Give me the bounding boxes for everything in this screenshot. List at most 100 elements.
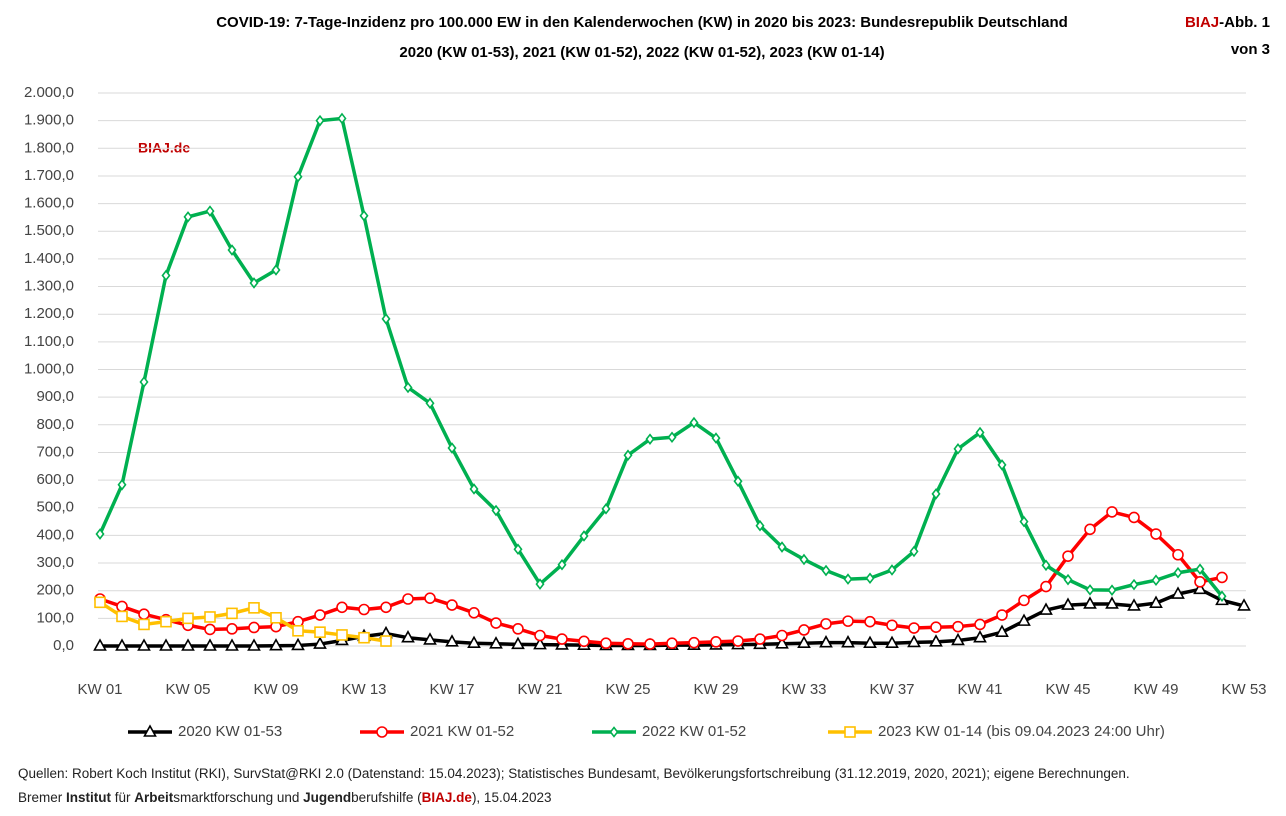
marker: [1106, 506, 1118, 518]
marker: [249, 277, 259, 289]
marker: [622, 637, 634, 650]
series: [94, 506, 1228, 650]
y-tick-label: 1.300,0: [24, 278, 74, 295]
marker: [623, 449, 633, 462]
marker: [777, 541, 787, 553]
marker: [226, 607, 238, 620]
marker: [143, 724, 157, 737]
marker: [579, 530, 589, 542]
marker: [423, 632, 437, 645]
marker: [381, 313, 391, 325]
marker: [161, 269, 171, 282]
marker: [314, 609, 326, 621]
footer-institute: Bremer Institut für Arbeitsmarktforschun…: [18, 790, 552, 805]
marker: [358, 631, 370, 644]
marker: [227, 244, 237, 256]
marker: [533, 636, 547, 650]
footer-part: für: [111, 790, 135, 805]
marker: [1151, 574, 1161, 586]
marker: [425, 397, 435, 410]
marker: [907, 634, 921, 648]
chart-title: COVID-19: 7-Tage-Inzidenz pro 100.000 EW…: [216, 14, 1068, 31]
footer-part: Institut: [66, 790, 112, 805]
marker: [247, 638, 261, 651]
marker: [1062, 550, 1074, 562]
marker: [974, 618, 986, 631]
marker: [1173, 566, 1183, 579]
footer-part: Jugend: [303, 790, 352, 805]
marker: [248, 602, 260, 614]
y-tick-label: 1.800,0: [24, 139, 74, 156]
marker: [139, 376, 149, 388]
marker: [226, 623, 238, 635]
figure-label-count: von 3: [1231, 41, 1270, 58]
marker: [468, 607, 480, 619]
marker: [402, 593, 414, 605]
marker: [183, 211, 193, 223]
marker: [886, 619, 898, 632]
marker: [182, 612, 194, 625]
y-tick-label: 900,0: [36, 388, 74, 405]
marker: [491, 504, 501, 517]
marker: [754, 633, 766, 645]
marker: [293, 170, 303, 183]
marker: [490, 617, 502, 629]
x-tick-label: KW 45: [1045, 681, 1090, 698]
x-tick-label: KW 29: [693, 681, 738, 698]
marker: [995, 624, 1009, 637]
marker: [909, 545, 919, 558]
marker: [159, 638, 173, 651]
marker: [755, 519, 765, 532]
watermark: BIAJ.de: [138, 140, 190, 156]
marker: [358, 603, 370, 616]
marker: [447, 442, 457, 454]
marker: [1195, 563, 1205, 575]
x-tick-label: KW 13: [341, 681, 386, 698]
marker: [711, 432, 721, 444]
figure-label-number: -Abb. 1: [1219, 14, 1270, 31]
marker: [469, 483, 479, 495]
y-tick-label: 400,0: [36, 526, 74, 543]
marker: [1063, 573, 1073, 586]
y-tick-label: 2.000,0: [24, 84, 74, 101]
marker: [181, 638, 195, 651]
x-tick-label: KW 05: [165, 681, 210, 698]
marker: [887, 564, 897, 576]
marker: [1041, 559, 1051, 572]
marker: [94, 596, 106, 609]
marker: [1040, 580, 1052, 593]
marker: [336, 601, 348, 614]
marker: [403, 381, 413, 394]
chart: COVID-19: 7-Tage-Inzidenz pro 100.000 EW…: [24, 14, 1270, 740]
legend-label: 2022 KW 01-52: [642, 723, 746, 740]
marker: [952, 620, 964, 633]
x-tick-label: KW 17: [429, 681, 474, 698]
marker: [1171, 586, 1185, 599]
marker: [489, 636, 503, 649]
marker: [863, 635, 877, 649]
marker: [798, 624, 810, 636]
marker: [953, 443, 963, 455]
marker: [313, 636, 327, 649]
marker: [1150, 528, 1162, 540]
y-tick-label: 1.200,0: [24, 305, 74, 322]
marker: [732, 635, 744, 647]
marker: [844, 726, 856, 738]
marker: [116, 610, 128, 623]
marker: [997, 459, 1007, 471]
marker: [137, 638, 151, 651]
x-tick-label: KW 41: [957, 681, 1002, 698]
marker: [821, 564, 831, 577]
footer-part: BIAJ.de: [421, 790, 472, 805]
marker: [667, 431, 677, 444]
marker: [160, 615, 172, 628]
y-tick-label: 600,0: [36, 471, 74, 488]
marker: [401, 630, 415, 643]
legend-label: 2020 KW 01-53: [178, 723, 282, 740]
marker: [1172, 548, 1184, 561]
marker: [1017, 613, 1031, 626]
legend-label: 2021 KW 01-52: [410, 723, 514, 740]
marker: [424, 592, 436, 604]
series-line: [99, 510, 1223, 646]
